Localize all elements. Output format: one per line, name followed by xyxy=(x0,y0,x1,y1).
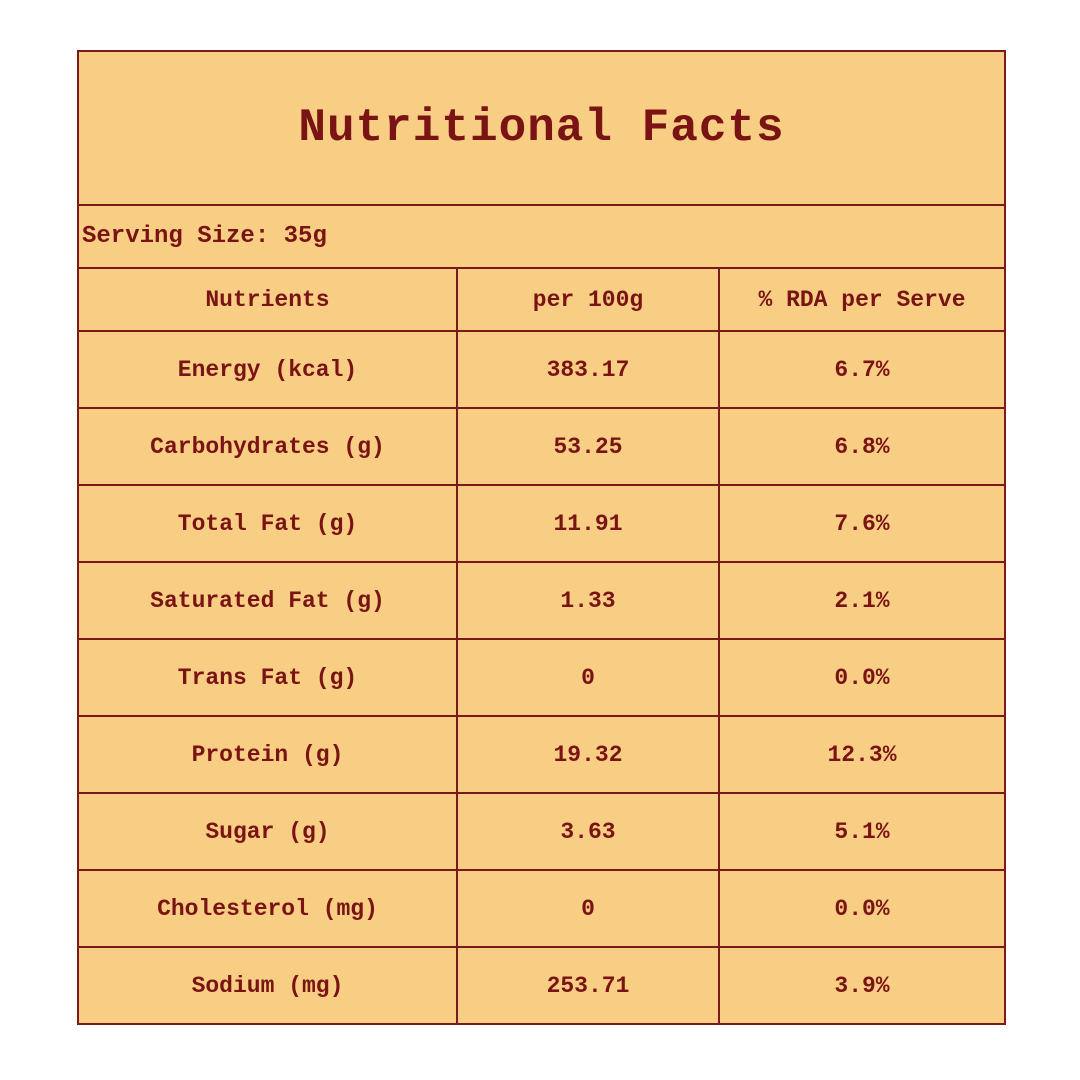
table-header-row: Nutrients per 100g % RDA per Serve xyxy=(79,269,1004,332)
nutrient-name: Total Fat (g) xyxy=(79,484,458,563)
per-100g-value: 0 xyxy=(456,869,720,948)
column-header-per-100g: per 100g xyxy=(456,269,720,332)
column-header-rda: % RDA per Serve xyxy=(718,269,1004,332)
nutrient-name: Protein (g) xyxy=(79,715,458,794)
nutrient-name: Saturated Fat (g) xyxy=(79,561,458,640)
nutrition-table: Nutrients per 100g % RDA per Serve Energ… xyxy=(79,269,1004,1023)
per-100g-value: 19.32 xyxy=(456,715,720,794)
nutrient-name: Carbohydrates (g) xyxy=(79,407,458,486)
rda-value: 6.7% xyxy=(718,330,1004,409)
nutrient-name: Sodium (mg) xyxy=(79,946,458,1023)
nutrient-name: Sugar (g) xyxy=(79,792,458,871)
rda-value: 5.1% xyxy=(718,792,1004,871)
table-row: Trans Fat (g) 0 0.0% xyxy=(79,638,1004,717)
per-100g-value: 0 xyxy=(456,638,720,717)
serving-size: Serving Size: 35g xyxy=(82,223,327,250)
per-100g-value: 1.33 xyxy=(456,561,720,640)
rda-value: 7.6% xyxy=(718,484,1004,563)
table-row: Total Fat (g) 11.91 7.6% xyxy=(79,484,1004,563)
table-row: Sodium (mg) 253.71 3.9% xyxy=(79,946,1004,1023)
table-row: Energy (kcal) 383.17 6.7% xyxy=(79,330,1004,409)
rda-value: 0.0% xyxy=(718,869,1004,948)
page-title: Nutritional Facts xyxy=(298,102,785,154)
serving-size-row: Serving Size: 35g xyxy=(79,206,1004,269)
rda-value: 2.1% xyxy=(718,561,1004,640)
nutrient-name: Cholesterol (mg) xyxy=(79,869,458,948)
table-row: Saturated Fat (g) 1.33 2.1% xyxy=(79,561,1004,640)
nutrient-name: Trans Fat (g) xyxy=(79,638,458,717)
rda-value: 12.3% xyxy=(718,715,1004,794)
rda-value: 3.9% xyxy=(718,946,1004,1023)
table-row: Carbohydrates (g) 53.25 6.8% xyxy=(79,407,1004,486)
rda-value: 6.8% xyxy=(718,407,1004,486)
per-100g-value: 253.71 xyxy=(456,946,720,1023)
rda-value: 0.0% xyxy=(718,638,1004,717)
per-100g-value: 11.91 xyxy=(456,484,720,563)
title-row: Nutritional Facts xyxy=(79,52,1004,206)
table-row: Sugar (g) 3.63 5.1% xyxy=(79,792,1004,871)
per-100g-value: 3.63 xyxy=(456,792,720,871)
nutrient-name: Energy (kcal) xyxy=(79,330,458,409)
column-header-nutrients: Nutrients xyxy=(79,269,458,332)
table-row: Cholesterol (mg) 0 0.0% xyxy=(79,869,1004,948)
per-100g-value: 383.17 xyxy=(456,330,720,409)
per-100g-value: 53.25 xyxy=(456,407,720,486)
nutrition-label: Nutritional Facts Serving Size: 35g Nutr… xyxy=(77,50,1006,1025)
table-row: Protein (g) 19.32 12.3% xyxy=(79,715,1004,794)
